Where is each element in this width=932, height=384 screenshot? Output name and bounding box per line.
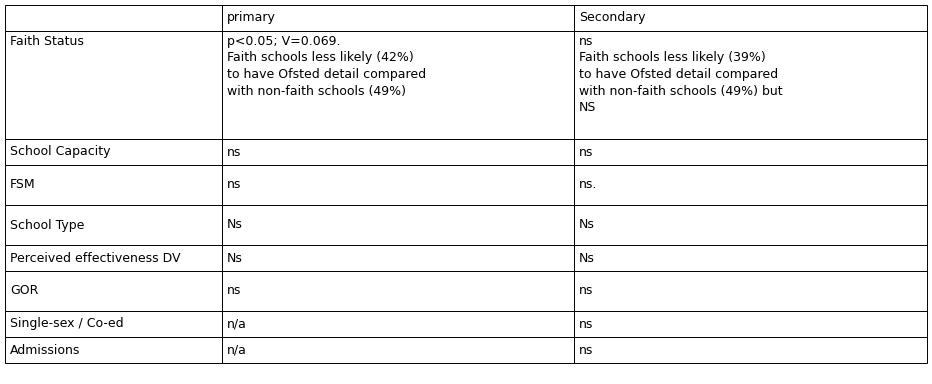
- Text: ns: ns: [226, 146, 241, 159]
- Bar: [5, 31, 222, 139]
- Bar: [5, 337, 222, 363]
- Bar: [574, 139, 927, 165]
- Text: primary: primary: [226, 12, 276, 25]
- Bar: [222, 165, 574, 205]
- Bar: [574, 165, 927, 205]
- Text: School Type: School Type: [10, 218, 85, 232]
- Text: School Capacity: School Capacity: [10, 146, 111, 159]
- Text: ns.: ns.: [579, 179, 597, 192]
- Text: Ns: Ns: [226, 218, 242, 232]
- Bar: [574, 271, 927, 311]
- Text: ns
Faith schools less likely (39%)
to have Ofsted detail compared
with non-faith: ns Faith schools less likely (39%) to ha…: [579, 35, 783, 114]
- Bar: [574, 5, 927, 31]
- Text: GOR: GOR: [10, 285, 38, 298]
- Text: Ns: Ns: [579, 218, 595, 232]
- Text: Ns: Ns: [579, 252, 595, 265]
- Bar: [5, 5, 222, 31]
- Text: Faith Status: Faith Status: [10, 35, 84, 48]
- Bar: [222, 271, 574, 311]
- Bar: [222, 5, 574, 31]
- Bar: [222, 205, 574, 245]
- Bar: [5, 245, 222, 271]
- Bar: [574, 205, 927, 245]
- Bar: [5, 139, 222, 165]
- Bar: [5, 271, 222, 311]
- Bar: [574, 245, 927, 271]
- Text: Admissions: Admissions: [10, 344, 80, 356]
- Text: ns: ns: [226, 179, 241, 192]
- Bar: [222, 139, 574, 165]
- Bar: [5, 205, 222, 245]
- Bar: [222, 311, 574, 337]
- Text: Perceived effectiveness DV: Perceived effectiveness DV: [10, 252, 181, 265]
- Text: ns: ns: [579, 146, 594, 159]
- Bar: [222, 337, 574, 363]
- Text: ns: ns: [226, 285, 241, 298]
- Bar: [222, 31, 574, 139]
- Bar: [574, 311, 927, 337]
- Text: ns: ns: [579, 344, 594, 356]
- Text: ns: ns: [579, 318, 594, 331]
- Bar: [5, 165, 222, 205]
- Text: n/a: n/a: [226, 318, 247, 331]
- Bar: [574, 31, 927, 139]
- Text: Single-sex / Co-ed: Single-sex / Co-ed: [10, 318, 124, 331]
- Text: n/a: n/a: [226, 344, 247, 356]
- Text: FSM: FSM: [10, 179, 35, 192]
- Bar: [5, 311, 222, 337]
- Text: Ns: Ns: [226, 252, 242, 265]
- Text: Secondary: Secondary: [579, 12, 645, 25]
- Bar: [222, 245, 574, 271]
- Text: ns: ns: [579, 285, 594, 298]
- Text: p<0.05; V=0.069.
Faith schools less likely (42%)
to have Ofsted detail compared
: p<0.05; V=0.069. Faith schools less like…: [226, 35, 426, 98]
- Bar: [574, 337, 927, 363]
